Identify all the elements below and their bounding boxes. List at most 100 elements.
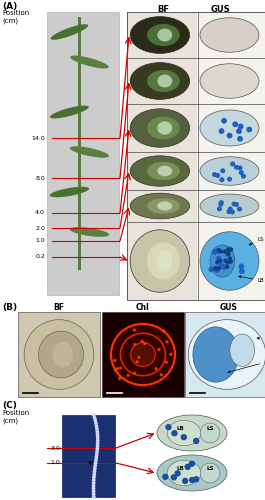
Circle shape [242,174,245,178]
Circle shape [217,256,221,260]
Bar [47,12,119,295]
Circle shape [93,473,95,476]
Circle shape [209,267,214,272]
Bar [127,58,197,104]
Circle shape [163,330,165,332]
Bar [198,12,265,58]
Circle shape [227,253,230,256]
Text: (A): (A) [2,2,17,11]
Ellipse shape [200,64,259,98]
Circle shape [92,414,95,416]
Circle shape [215,268,219,272]
Circle shape [93,476,95,478]
Circle shape [232,202,236,206]
Circle shape [227,248,230,252]
Text: LB: LB [176,426,184,432]
Circle shape [221,169,224,172]
Circle shape [172,430,177,436]
Circle shape [96,448,99,450]
Bar [198,190,265,222]
Bar [102,312,184,397]
Ellipse shape [130,230,190,292]
Circle shape [96,450,98,453]
Circle shape [215,266,219,271]
Ellipse shape [200,232,259,290]
Circle shape [166,341,168,343]
Ellipse shape [50,106,89,118]
Circle shape [219,264,224,268]
Ellipse shape [70,227,109,237]
Ellipse shape [157,250,172,272]
Bar [198,104,265,152]
Circle shape [217,249,220,252]
Text: GUS: GUS [220,303,238,312]
Ellipse shape [130,193,190,219]
Circle shape [222,265,226,269]
Bar [127,152,197,190]
Ellipse shape [147,70,180,92]
Text: 1.0: 1.0 [35,238,45,244]
Circle shape [219,202,223,206]
Ellipse shape [157,415,227,451]
Bar [127,12,197,58]
Circle shape [155,368,157,370]
Ellipse shape [147,116,180,140]
Text: LB: LB [228,359,265,373]
Circle shape [220,201,223,204]
Ellipse shape [157,74,172,88]
Ellipse shape [109,322,176,388]
Circle shape [134,344,136,345]
Circle shape [181,434,186,440]
Circle shape [160,374,162,376]
Ellipse shape [147,242,180,280]
Circle shape [227,134,232,138]
Circle shape [227,247,231,252]
Circle shape [238,124,243,128]
Circle shape [92,488,95,490]
Bar [198,152,265,190]
Circle shape [96,431,99,433]
Text: (C): (C) [2,401,17,410]
Ellipse shape [210,245,235,277]
Circle shape [238,136,242,141]
Circle shape [227,210,231,214]
Circle shape [228,207,232,211]
Text: BF: BF [157,5,169,14]
Text: Position
(cm): Position (cm) [2,10,29,24]
Circle shape [134,329,135,331]
Circle shape [238,208,241,211]
Circle shape [231,210,234,214]
Circle shape [183,478,188,484]
Circle shape [116,368,118,370]
Circle shape [237,129,241,134]
Bar [127,12,265,300]
Text: 8.0: 8.0 [35,176,45,180]
Circle shape [95,459,97,462]
Bar [18,312,100,397]
Bar [198,58,265,104]
Ellipse shape [230,334,254,366]
Circle shape [239,171,243,174]
Circle shape [96,428,98,430]
Circle shape [231,162,235,166]
Text: (B): (B) [2,303,17,312]
Ellipse shape [188,320,265,390]
Text: GUS: GUS [210,5,230,14]
Ellipse shape [70,56,109,68]
Ellipse shape [53,342,73,367]
Bar [127,190,197,222]
Bar [185,312,265,397]
Circle shape [92,496,95,498]
Circle shape [220,178,224,182]
Ellipse shape [200,110,259,146]
Bar [127,104,197,152]
Ellipse shape [147,198,180,214]
Text: LS: LS [206,466,214,471]
Circle shape [194,438,199,444]
Circle shape [144,342,146,344]
Ellipse shape [130,156,190,186]
Ellipse shape [167,460,201,485]
Ellipse shape [157,202,172,210]
Circle shape [96,445,99,448]
Circle shape [233,122,237,126]
